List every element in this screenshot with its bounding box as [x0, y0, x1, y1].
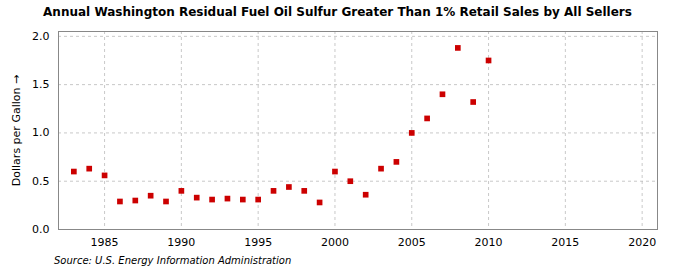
svg-text:2.0: 2.0 — [32, 30, 50, 43]
svg-text:2000: 2000 — [321, 236, 349, 249]
svg-text:1.0: 1.0 — [32, 126, 50, 139]
svg-text:1.5: 1.5 — [32, 78, 50, 91]
svg-text:Dollars per Gallon →: Dollars per Gallon → — [10, 75, 23, 186]
svg-text:2020: 2020 — [628, 236, 656, 249]
svg-text:1990: 1990 — [167, 236, 195, 249]
svg-text:2015: 2015 — [551, 236, 579, 249]
svg-text:0.5: 0.5 — [32, 175, 50, 188]
svg-text:0.0: 0.0 — [32, 223, 50, 236]
svg-text:1995: 1995 — [244, 236, 272, 249]
html-text:Source: U.S. Energy Informatio: Source: U.S. Energy Information Administ… — [54, 255, 292, 266]
html-text:Annual Washington Residual Fue: Annual Washington Residual Fuel Oil Sulf… — [43, 5, 632, 19]
svg-text:2010: 2010 — [475, 236, 503, 249]
svg-text:2005: 2005 — [398, 236, 426, 249]
svg-text:1985: 1985 — [91, 236, 119, 249]
